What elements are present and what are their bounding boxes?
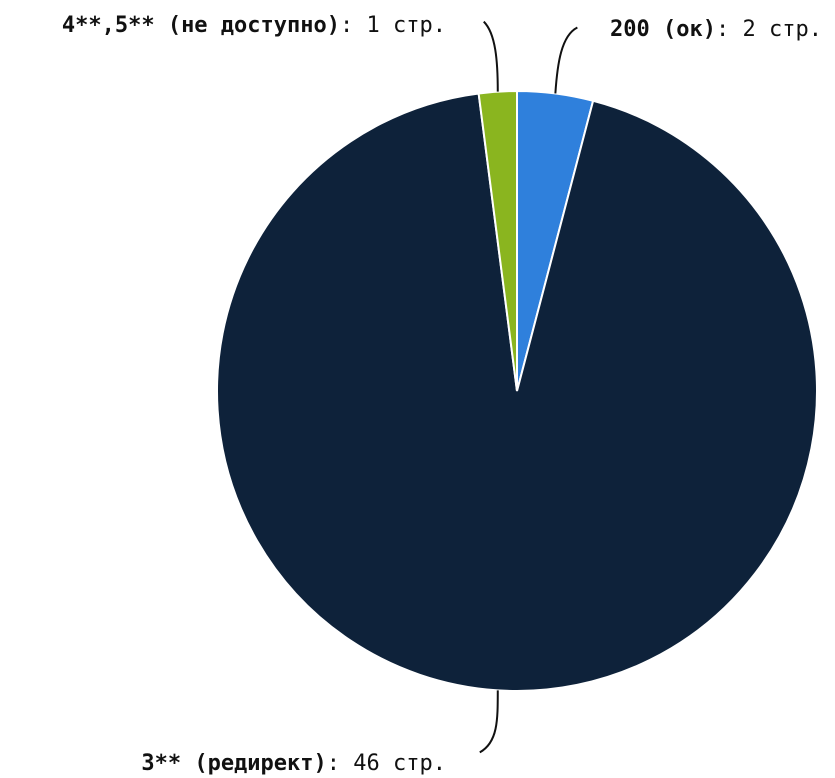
slice-label-sep: :: [716, 17, 743, 42]
slice-label-value: 1 стр.: [367, 13, 446, 38]
leader-lines: [479, 20, 578, 754]
pie-slices: [216, 89, 818, 692]
slice-label-name: 4**,5** (не доступно): [62, 13, 340, 38]
slice-label-4xx-5xx-unavailable: 4**,5** (не доступно): 1 стр.: [62, 13, 446, 38]
slice-label-200-ok: 200 (ок): 2 стр.: [610, 17, 822, 42]
slice-label-sep: :: [340, 13, 367, 38]
slice-label-name: 3** (редирект): [141, 751, 326, 776]
slice-label-name: 200 (ок): [610, 17, 716, 42]
slice-label-value: 2 стр.: [743, 17, 822, 42]
slice-3xx-redirect: [216, 92, 818, 692]
slice-4xx-5xx-unavailable: [477, 89, 518, 392]
slice-label-sep: :: [327, 751, 354, 776]
leader-line: [483, 20, 499, 92]
leader-line: [479, 690, 499, 754]
slice-label-3xx-redirect: 3** (редирект): 46 стр.: [141, 751, 446, 776]
slice-label-value: 46 стр.: [353, 751, 446, 776]
leader-line: [554, 26, 578, 94]
